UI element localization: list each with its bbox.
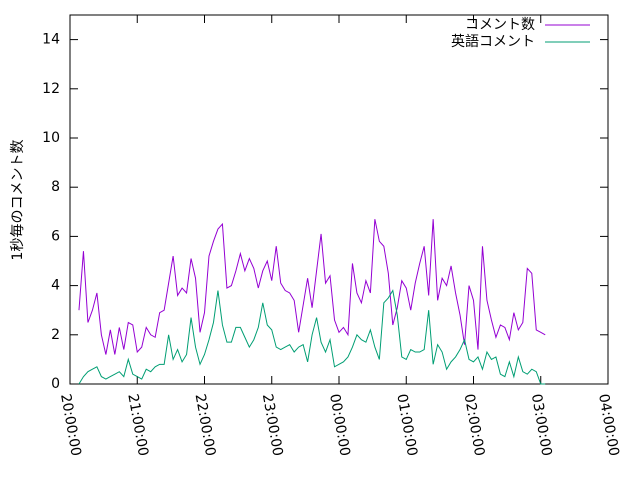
series-line (78, 289, 546, 385)
plot-frame (69, 14, 609, 385)
y-tick-label: 4 (51, 278, 60, 294)
x-tick-label: 00:00:00 (326, 393, 353, 458)
y-tick-label: 2 (51, 327, 60, 343)
y-tick-label: 8 (51, 179, 60, 195)
x-tick-label: 02:00:00 (461, 393, 488, 458)
y-tick-label: 14 (42, 32, 60, 48)
y-tick-label: 12 (42, 81, 60, 97)
y-tick-label: 0 (51, 376, 60, 392)
legend-label: コメント数 (465, 17, 535, 33)
x-tick-label: 21:00:00 (124, 393, 151, 458)
x-tick-label: 01:00:00 (393, 393, 420, 458)
series-line (78, 219, 546, 355)
y-tick-label: 6 (51, 228, 60, 244)
x-tick-label: 23:00:00 (259, 393, 286, 458)
x-tick-label: 20:00:00 (57, 393, 84, 458)
y-tick-label: 10 (42, 130, 60, 146)
x-tick-label: 22:00:00 (192, 393, 219, 458)
y-axis-label: 1秒毎のコメント数 (10, 140, 26, 261)
x-tick-label: 03:00:00 (528, 393, 555, 458)
x-tick-label: 04:00:00 (595, 393, 622, 458)
legend-label: 英語コメント (451, 33, 535, 50)
